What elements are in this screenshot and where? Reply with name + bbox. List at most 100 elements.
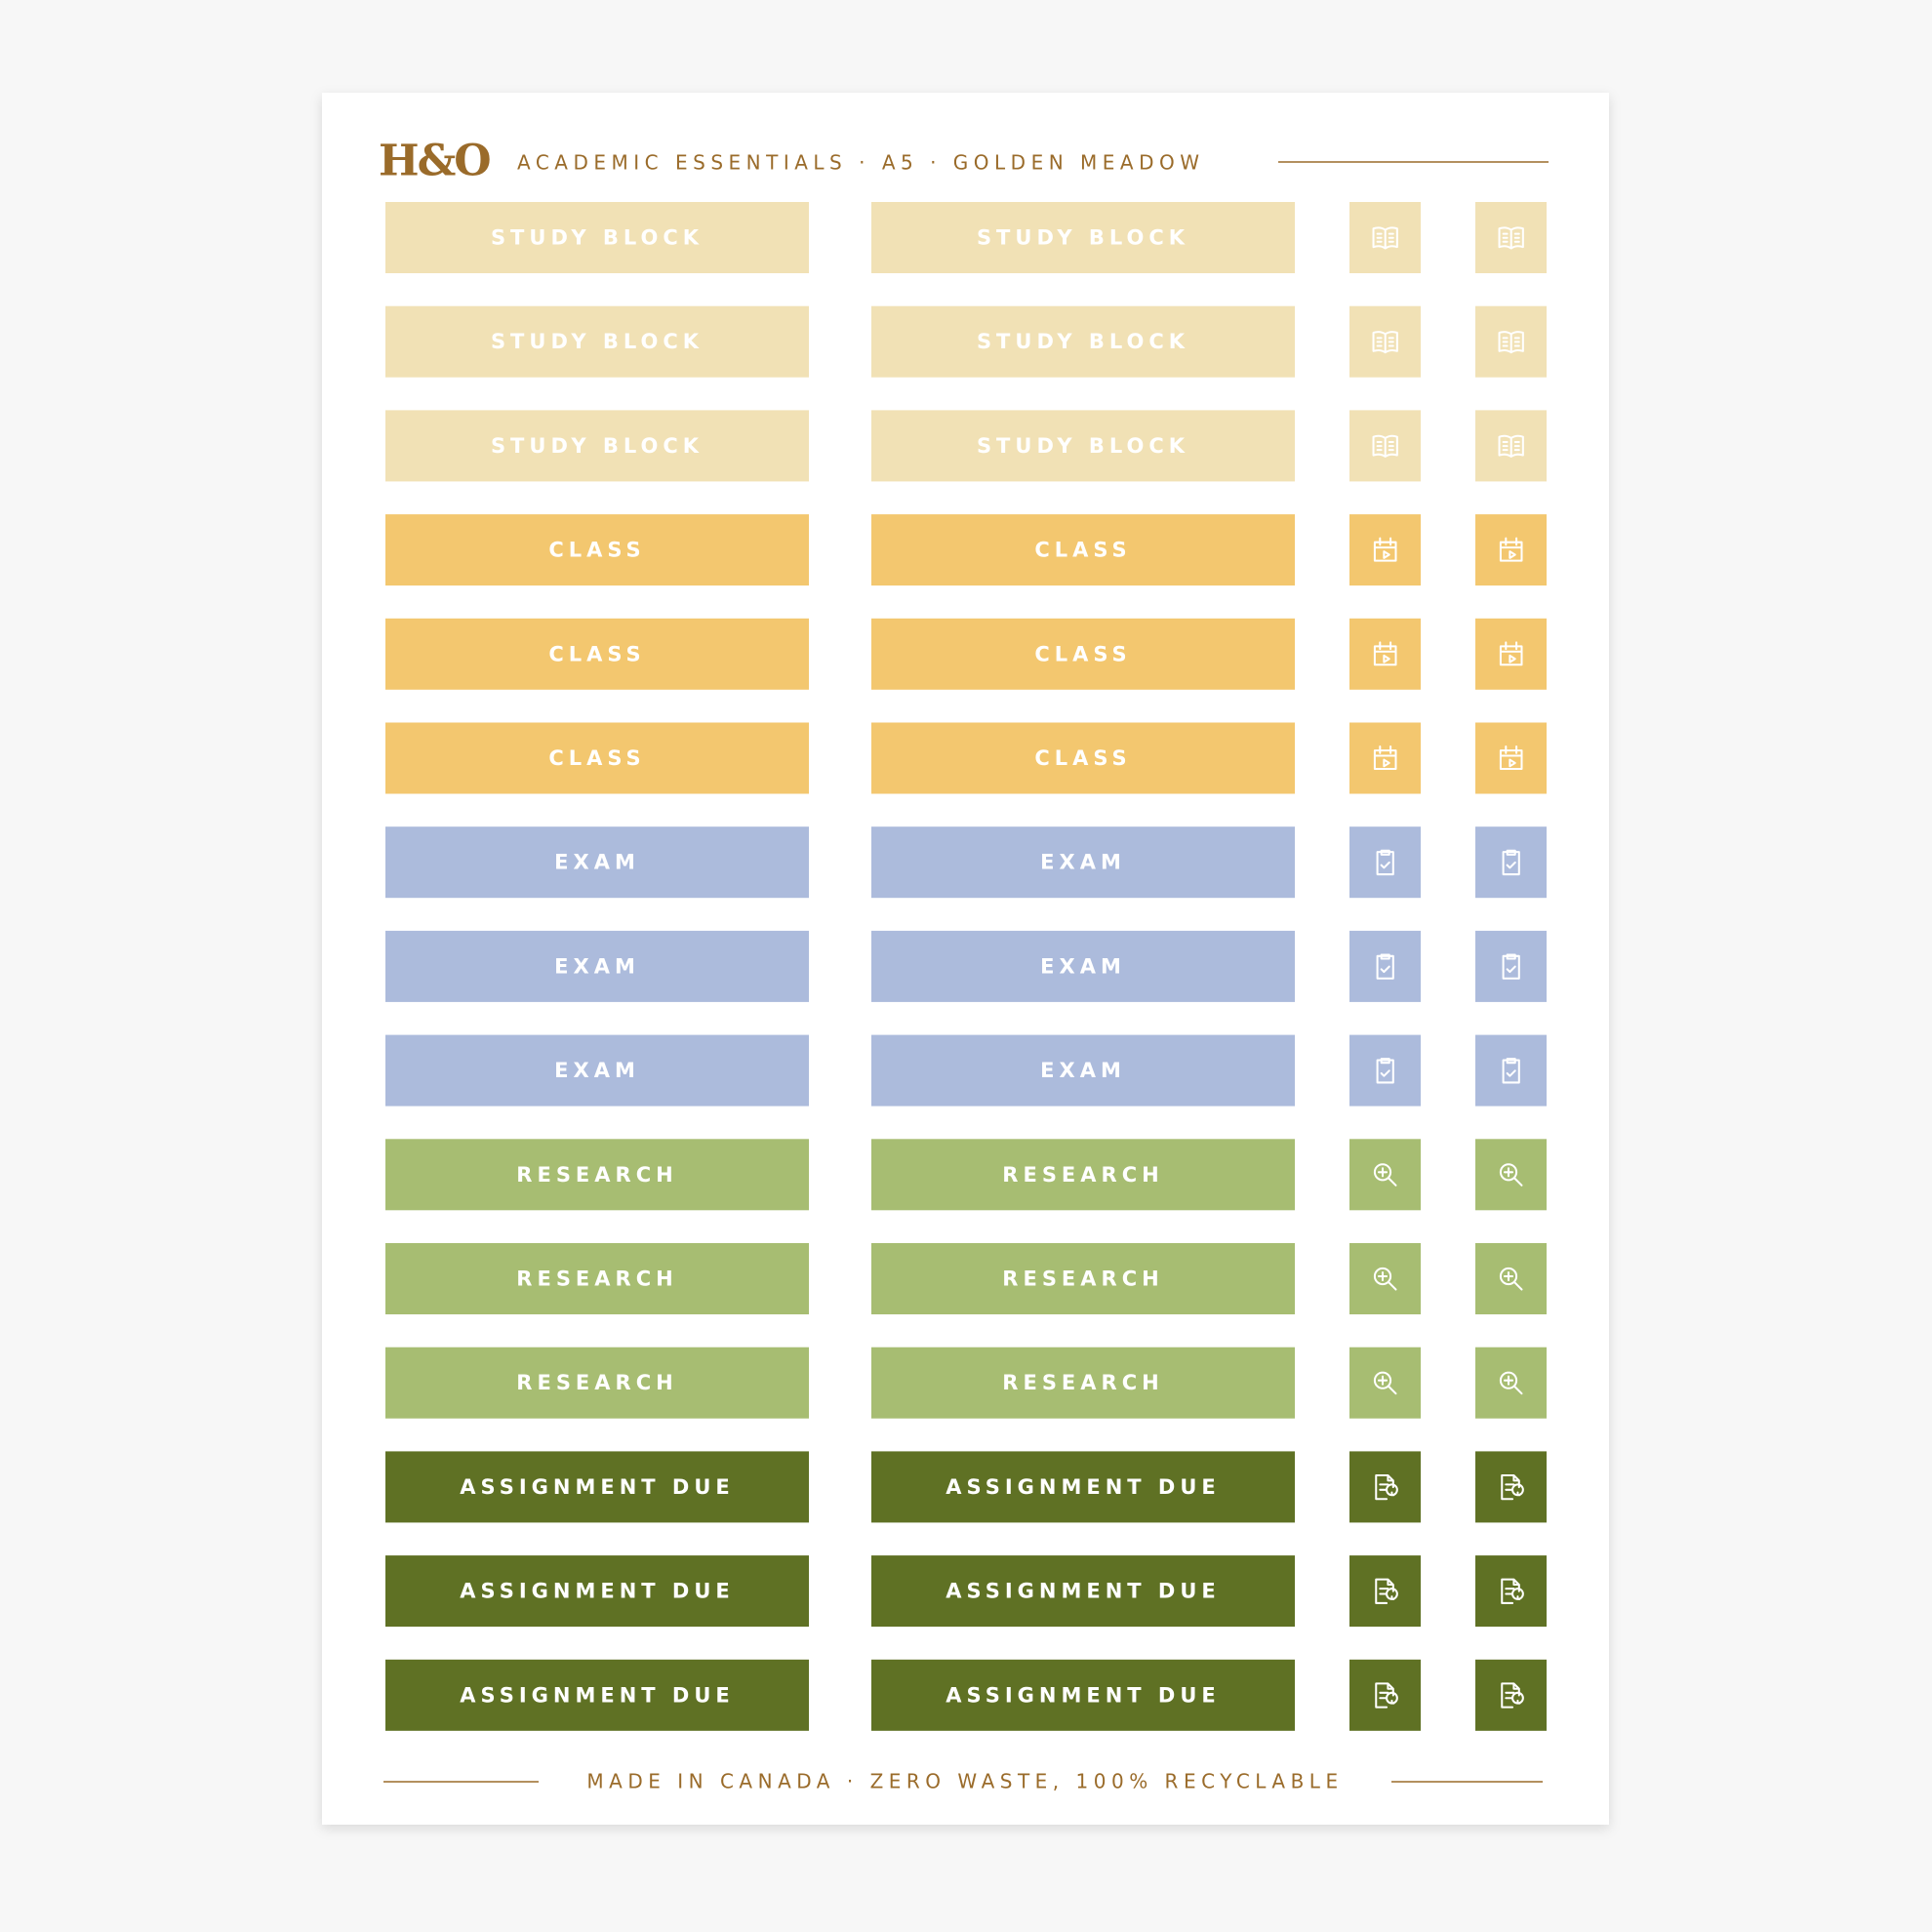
label-sticker [871, 410, 1295, 482]
sticker-icon [1376, 953, 1394, 980]
icon-sticker [1475, 1451, 1547, 1523]
sticker-label: RESEARCH [516, 1268, 677, 1291]
icon-sticker [1349, 1347, 1421, 1419]
sticker-label: CLASS [1034, 746, 1131, 770]
sticker-label: EXAM [1040, 1059, 1126, 1082]
label-sticker [385, 930, 809, 1002]
sticker-label: STUDY BLOCK [977, 434, 1189, 458]
sticker-label: ASSIGNMENT DUE [460, 1683, 734, 1707]
label-sticker [385, 722, 809, 794]
sticker-icon [1376, 1058, 1394, 1084]
sticker-icon [1373, 1163, 1397, 1187]
sticker-label: RESEARCH [1002, 1371, 1163, 1394]
brand-logo: H&O [379, 137, 490, 186]
sticker-icon [1375, 1682, 1398, 1709]
sticker-icon [1501, 1473, 1524, 1501]
icon-sticker [1349, 1139, 1421, 1211]
sticker-label: STUDY BLOCK [491, 226, 704, 250]
sticker-icon [1499, 1163, 1523, 1187]
label-sticker [871, 1451, 1295, 1523]
sheet-title: ACADEMIC ESSENTIALS · A5 · GOLDEN MEADOW [517, 151, 1205, 175]
sticker-icon [1499, 537, 1523, 562]
sticker-label: CLASS [548, 642, 645, 665]
label-sticker [871, 1139, 1295, 1211]
icon-sticker [1475, 1243, 1547, 1314]
sticker-icon [1501, 1578, 1524, 1604]
sticker-label: EXAM [554, 954, 640, 978]
sticker-icon [1372, 226, 1398, 250]
sticker-icon [1376, 849, 1394, 876]
sticker-icon [1499, 745, 1523, 771]
sticker-label: CLASS [1034, 539, 1131, 562]
icon-sticker [1349, 930, 1421, 1002]
sticker-icon [1372, 434, 1398, 458]
sticker-label: EXAM [554, 851, 640, 874]
icon-sticker [1475, 1139, 1547, 1211]
icon-sticker [1475, 1034, 1547, 1107]
label-sticker [871, 1555, 1295, 1628]
sticker-icon [1499, 1267, 1523, 1291]
icon-sticker [1475, 826, 1547, 899]
label-sticker [385, 1555, 809, 1628]
sticker-icon [1373, 641, 1397, 666]
label-sticker [385, 1659, 809, 1731]
sticker-label: ASSIGNMENT DUE [946, 1475, 1220, 1499]
label-sticker [871, 1347, 1295, 1419]
icon-sticker [1349, 722, 1421, 794]
icon-sticker [1475, 1659, 1547, 1731]
sticker-icon [1502, 849, 1520, 876]
sticker-icon [1498, 331, 1524, 354]
label-sticker [385, 410, 809, 482]
icon-sticker [1349, 1034, 1421, 1107]
label-sticker [871, 305, 1295, 378]
label-sticker [385, 1451, 809, 1523]
sticker-icon [1498, 434, 1524, 458]
sticker-label: STUDY BLOCK [491, 434, 704, 458]
label-sticker [871, 1034, 1295, 1107]
icon-sticker [1349, 1243, 1421, 1314]
label-sticker [871, 514, 1295, 586]
sticker-icon [1373, 745, 1397, 771]
footer-text: MADE IN CANADA · ZERO WASTE, 100% RECYCL… [586, 1770, 1343, 1793]
sticker-icon [1373, 1267, 1397, 1291]
icon-sticker [1475, 514, 1547, 586]
label-sticker [385, 305, 809, 378]
icon-sticker [1475, 618, 1547, 690]
sticker-icon [1373, 537, 1397, 562]
label-sticker [385, 202, 809, 273]
sticker-label: ASSIGNMENT DUE [946, 1580, 1220, 1603]
sticker-label: EXAM [1040, 851, 1126, 874]
icon-sticker [1349, 618, 1421, 690]
sticker-label: EXAM [554, 1059, 640, 1082]
label-sticker [385, 1243, 809, 1314]
sticker-label: CLASS [1034, 642, 1131, 665]
label-sticker [871, 1659, 1295, 1731]
sticker-icon [1375, 1578, 1398, 1604]
sticker-icon [1501, 1682, 1524, 1709]
label-sticker [385, 1139, 809, 1211]
sticker-icon [1498, 226, 1524, 250]
label-sticker [871, 202, 1295, 273]
sticker-icon [1502, 953, 1520, 980]
sticker-label: ASSIGNMENT DUE [460, 1580, 734, 1603]
label-sticker [871, 722, 1295, 794]
label-sticker [385, 514, 809, 586]
icon-sticker [1475, 1555, 1547, 1628]
sticker-label: CLASS [548, 746, 645, 770]
icon-sticker [1349, 1451, 1421, 1523]
sticker-label: STUDY BLOCK [977, 226, 1189, 250]
sticker-label: RESEARCH [1002, 1268, 1163, 1291]
sticker-icon [1375, 1473, 1398, 1501]
icon-sticker [1349, 826, 1421, 899]
label-sticker [871, 826, 1295, 899]
label-sticker [385, 1034, 809, 1107]
label-sticker [385, 618, 809, 690]
label-sticker [385, 1347, 809, 1419]
label-sticker [871, 618, 1295, 690]
icon-sticker [1349, 1659, 1421, 1731]
icon-sticker [1349, 1555, 1421, 1628]
sticker-label: EXAM [1040, 954, 1126, 978]
icon-sticker [1349, 514, 1421, 586]
